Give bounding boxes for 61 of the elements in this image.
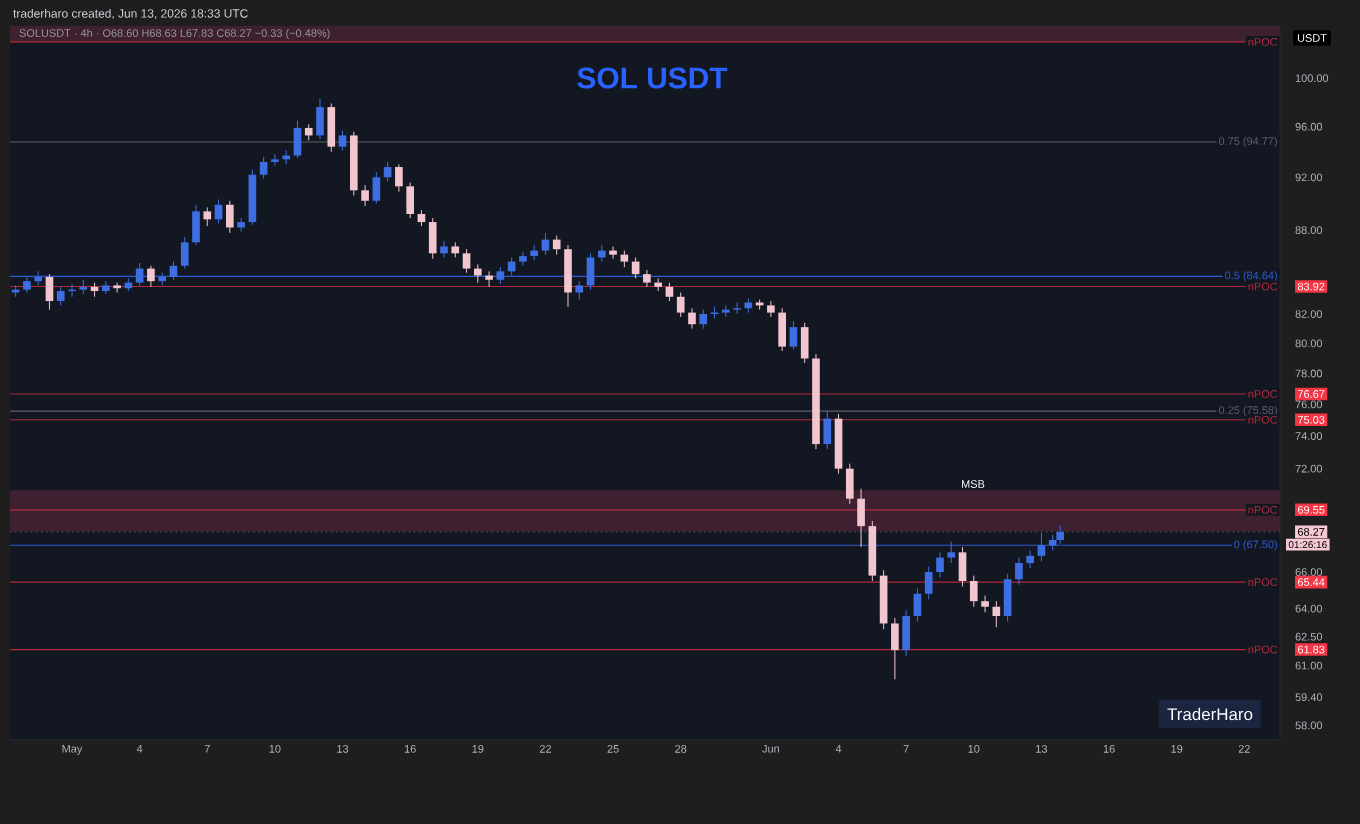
candlestick: [1015, 557, 1023, 586]
candlestick: [485, 270, 493, 288]
candlestick: [823, 410, 832, 450]
candlestick: [192, 204, 200, 246]
candlestick: [564, 244, 572, 308]
candlestick: [688, 307, 696, 330]
candlestick: [406, 181, 415, 219]
candlestick: [135, 262, 144, 286]
candlestick: [519, 251, 527, 267]
candlestick: [361, 184, 369, 207]
candlestick: [338, 129, 347, 151]
candlestick: [147, 265, 155, 288]
candlestick: [800, 322, 809, 364]
candlestick: [789, 320, 798, 351]
candlestick: [180, 236, 189, 270]
candlestick: [924, 566, 933, 600]
candlestick: [778, 307, 786, 352]
annotation: TraderHaro: [1167, 707, 1253, 721]
candlestick: [203, 206, 212, 227]
candlestick: [958, 546, 967, 587]
candlestick: [440, 240, 448, 258]
candlestick: [248, 169, 257, 226]
candlestick: [541, 232, 550, 256]
text: SOL USDT: [577, 67, 728, 89]
candlestick: [552, 235, 561, 256]
candlestick: [857, 488, 865, 548]
candlestick: [845, 463, 854, 505]
candlestick: [643, 269, 651, 288]
candlestick: [45, 273, 54, 311]
candlestick: [699, 309, 708, 330]
candlestick: [259, 156, 268, 180]
candlestick: [676, 292, 685, 318]
candlestick: [237, 217, 245, 232]
candlestick: [879, 569, 888, 630]
candlestick: [327, 102, 336, 153]
candlestick: [271, 153, 279, 167]
candlestick: [733, 301, 741, 315]
candlestick: [947, 541, 956, 564]
candlestick: [609, 245, 617, 260]
candlestick: [936, 551, 944, 578]
candlestick: [372, 171, 381, 204]
candlestick: [395, 163, 403, 193]
candlestick: [913, 587, 922, 623]
candlestick: [225, 200, 234, 234]
candlestick: [969, 575, 978, 608]
candlestick: [902, 609, 910, 657]
candlestick: [293, 120, 302, 159]
candlestick: [56, 286, 65, 306]
candlestick: [473, 263, 482, 284]
candlestick: [981, 595, 989, 613]
candlestick: [316, 98, 324, 140]
candlestick: [891, 617, 899, 680]
candlestick: [169, 261, 178, 281]
candlestick: [767, 300, 775, 318]
candlestick: [1037, 532, 1046, 562]
candlestick: [428, 217, 437, 260]
candlestick: [586, 252, 595, 291]
candlestick: [1003, 573, 1012, 623]
candlestick: [575, 280, 584, 301]
candlestick: [462, 248, 471, 274]
candlestick: [665, 282, 674, 302]
